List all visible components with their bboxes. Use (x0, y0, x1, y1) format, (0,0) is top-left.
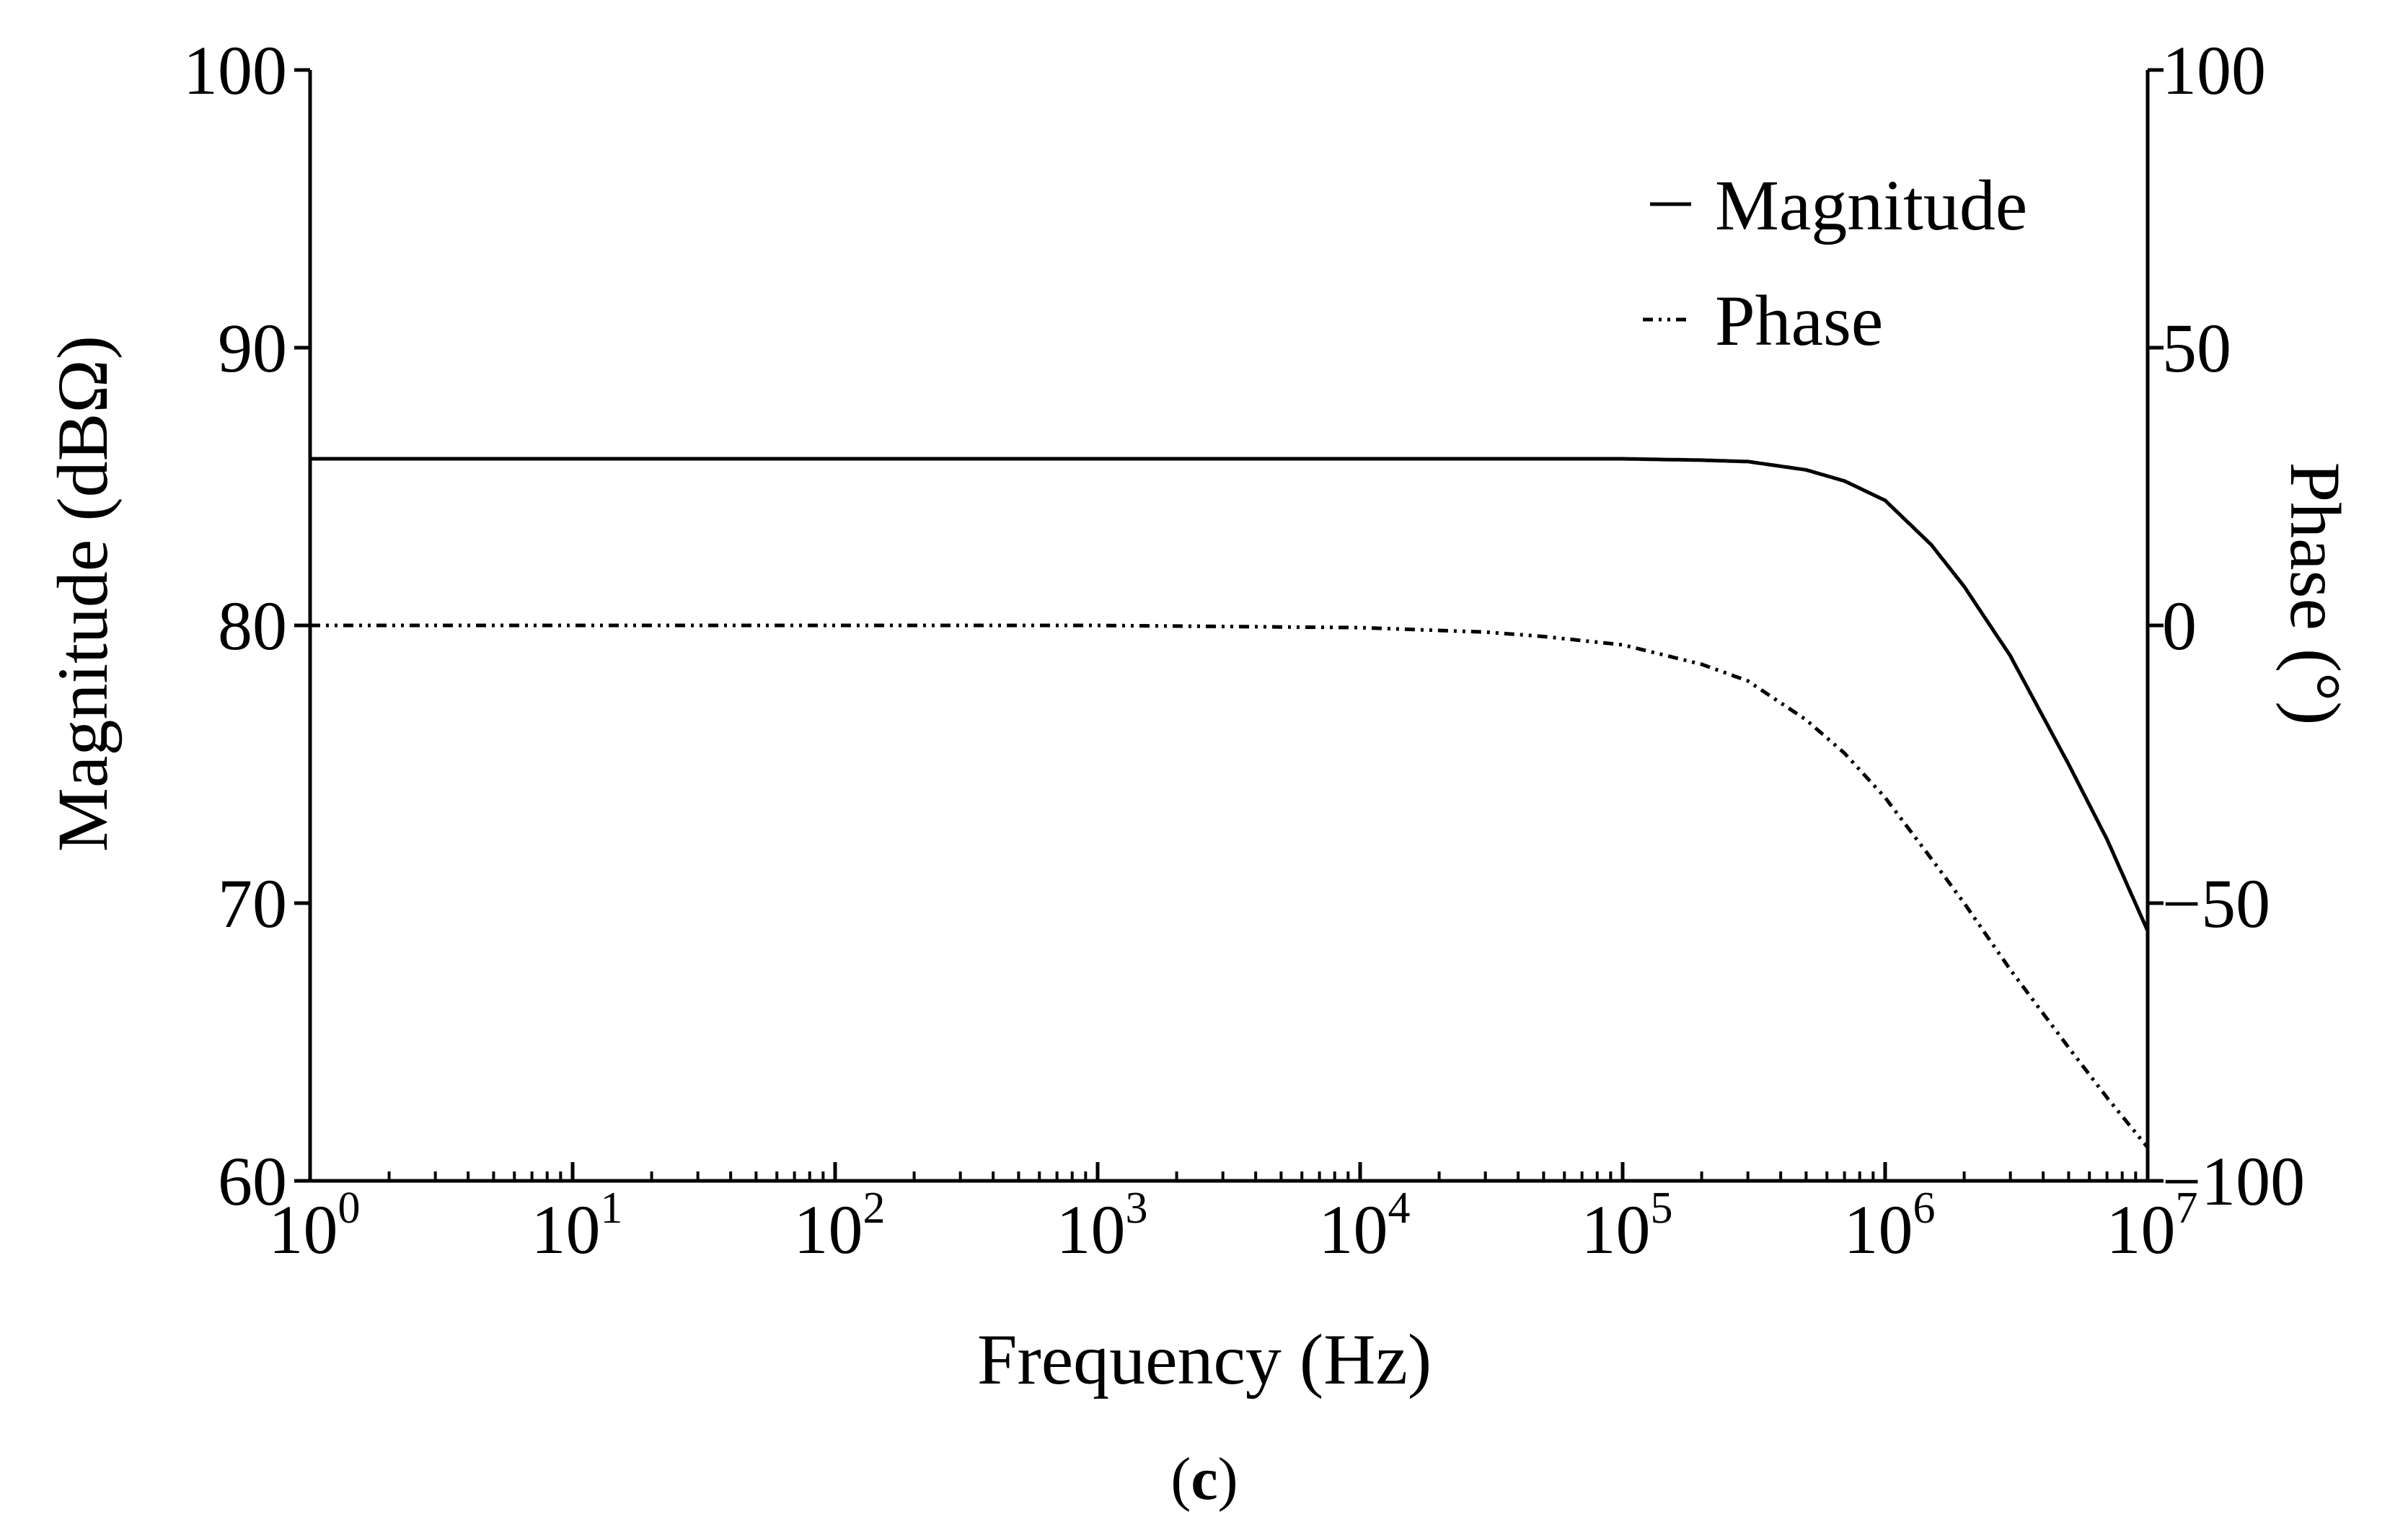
series-phase-line (310, 623, 2149, 1149)
x-tick-label: 100 (269, 1184, 361, 1268)
right-axis-title: Phase (°) (2275, 462, 2355, 726)
series-magnitude-line (310, 457, 2150, 932)
legend-magnitude-label: Magnitude (1715, 165, 2027, 245)
x-tick-exponent: 1 (601, 1184, 623, 1233)
right-tick-label: 100 (2162, 32, 2266, 109)
left-axis-ticks: 60 70 80 90 100 (183, 32, 310, 1220)
caption-open-paren: ( (1170, 1446, 1191, 1513)
left-tick-label: 60 (218, 1143, 287, 1220)
right-axis-ticks: −100 −50 0 50 100 (2148, 32, 2305, 1220)
x-tick-exponent: 3 (1126, 1184, 1148, 1233)
x-tick-exponent: 2 (863, 1184, 886, 1233)
series-layer (310, 457, 2150, 1149)
x-tick-exponent: 7 (2176, 1184, 2198, 1233)
left-tick-label: 90 (218, 309, 287, 387)
x-tick-exponent: 0 (338, 1184, 361, 1233)
x-tick-base: 10 (269, 1191, 338, 1268)
x-tick-base: 10 (1844, 1191, 1913, 1268)
legend: Magnitude Phase (1643, 165, 2027, 361)
x-tick-exponent: 5 (1651, 1184, 1673, 1233)
left-tick-label: 70 (218, 865, 287, 942)
x-axis-ticks: 100 101 102 103 104 105 106 107 (269, 1162, 2198, 1268)
right-tick-label: −100 (2162, 1143, 2305, 1220)
x-tick-label: 107 (2107, 1184, 2198, 1268)
x-tick-base: 10 (794, 1191, 863, 1268)
right-tick-label: −50 (2162, 865, 2270, 942)
x-tick-base: 10 (1057, 1191, 1126, 1268)
caption-close-paren: ) (1218, 1446, 1238, 1513)
x-tick-base: 10 (1319, 1191, 1388, 1268)
x-tick-base: 10 (1582, 1191, 1651, 1268)
x-axis-title: Frequency (Hz) (977, 1319, 1432, 1399)
figure-caption: (c) (1170, 1446, 1238, 1513)
left-tick-label: 100 (183, 32, 287, 109)
x-tick-label: 104 (1319, 1184, 1411, 1268)
right-tick-label: 0 (2162, 587, 2197, 664)
caption-letter: c (1191, 1446, 1217, 1513)
x-tick-base: 10 (2107, 1191, 2176, 1268)
left-axis-title: Magnitude (dBΩ) (43, 335, 123, 852)
x-tick-base: 10 (532, 1191, 601, 1268)
x-tick-label: 103 (1057, 1184, 1148, 1268)
left-tick-label: 80 (218, 587, 287, 664)
x-tick-label: 102 (794, 1184, 886, 1268)
x-tick-label: 106 (1844, 1184, 1936, 1268)
x-tick-label: 105 (1582, 1184, 1673, 1268)
x-tick-exponent: 6 (1913, 1184, 1936, 1233)
x-tick-exponent: 4 (1388, 1184, 1411, 1233)
x-tick-label: 101 (532, 1184, 623, 1268)
right-tick-label: 50 (2162, 309, 2231, 387)
legend-phase-label: Phase (1715, 281, 1883, 361)
